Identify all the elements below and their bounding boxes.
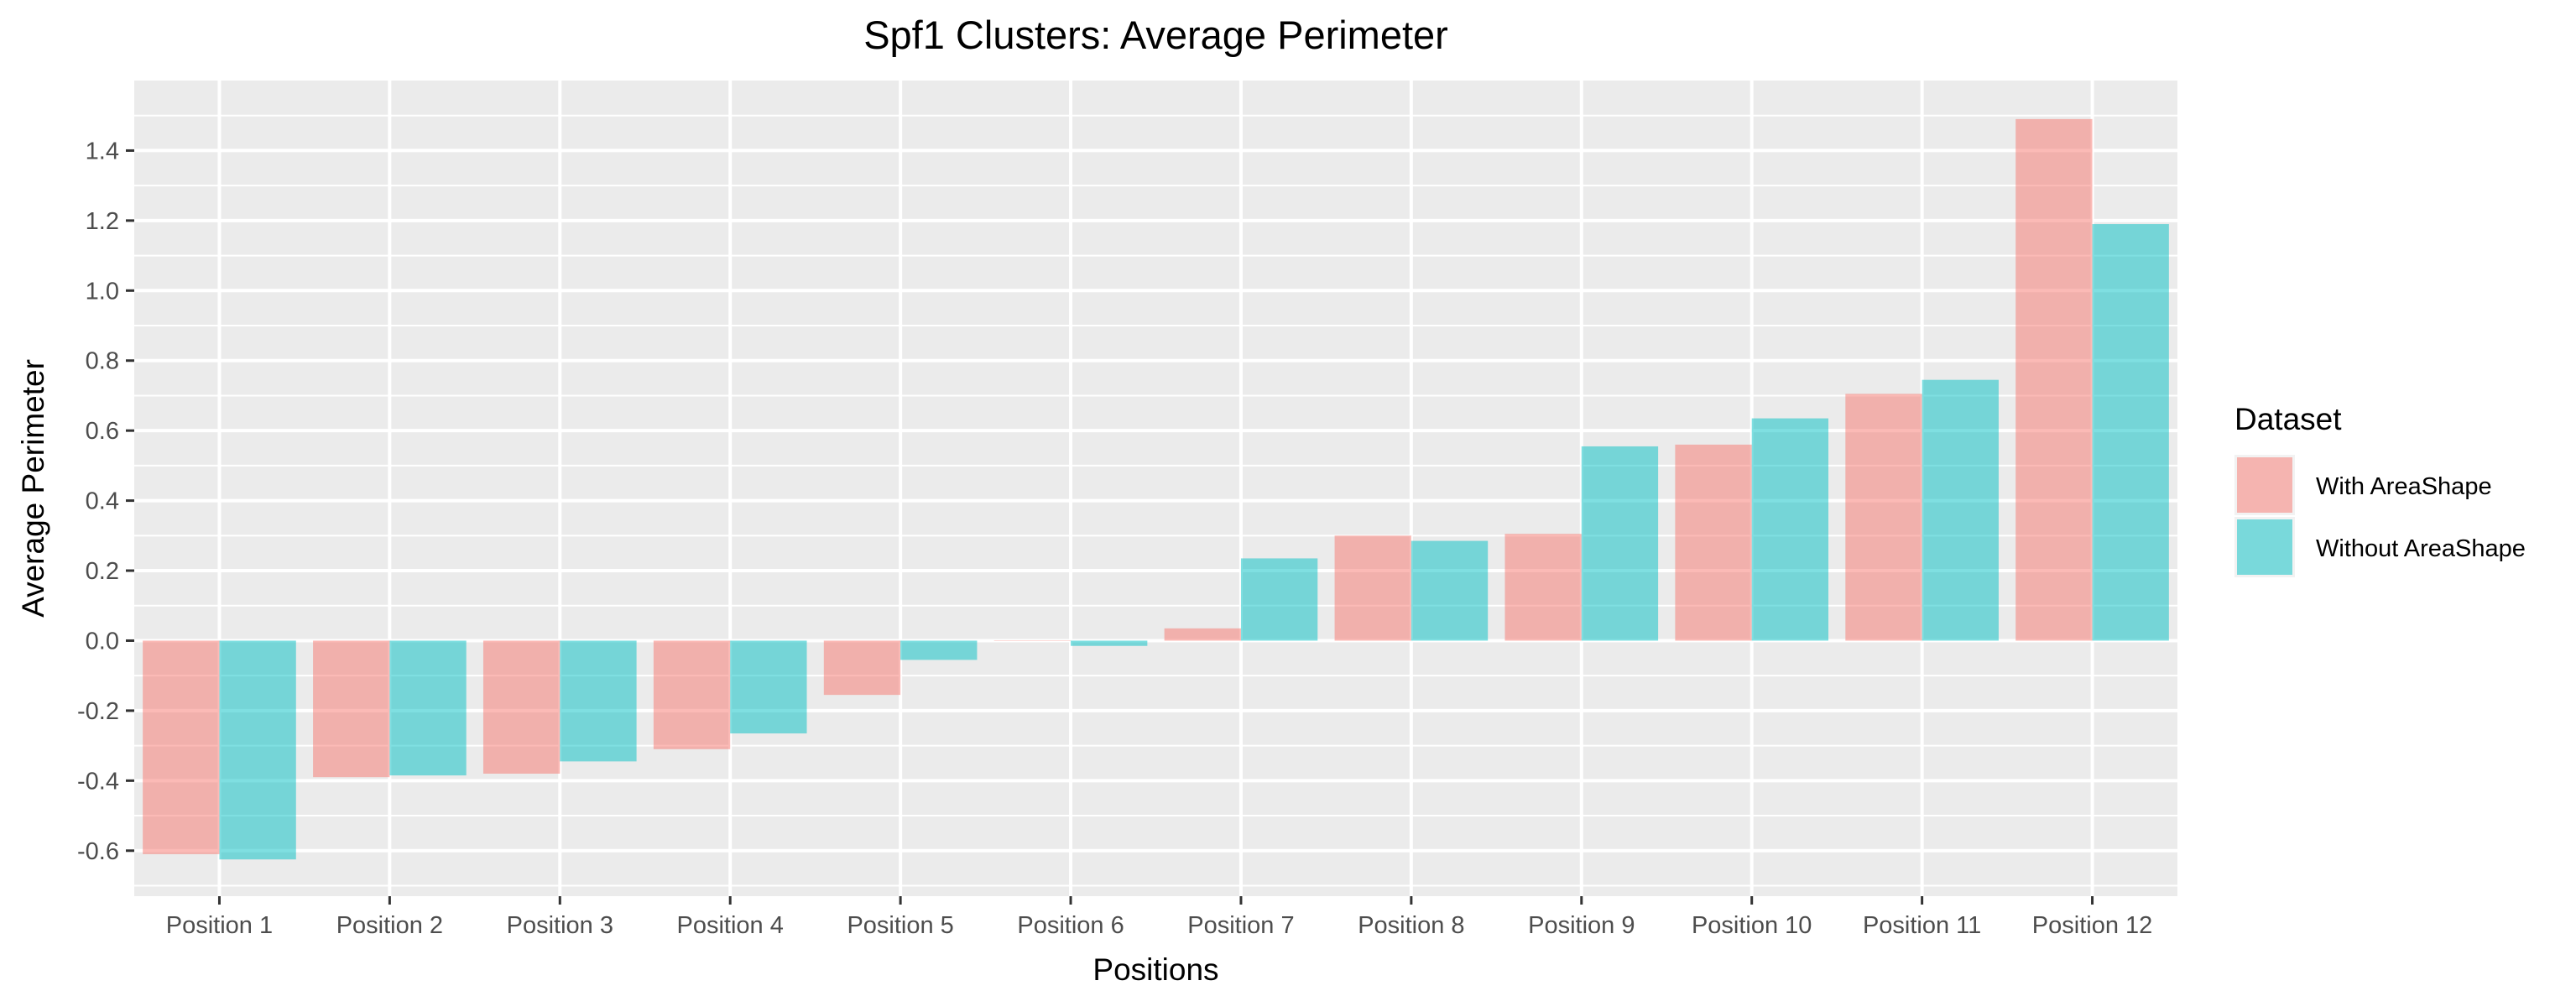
- bar-without-areashape: [730, 640, 807, 734]
- bar-with-areashape: [313, 640, 390, 778]
- bars-group: [143, 118, 2169, 860]
- bar-without-areashape: [1071, 640, 1148, 646]
- x-axis-title: Positions: [1092, 952, 1218, 987]
- x-tick-label: Position 5: [847, 912, 953, 939]
- bar-without-areashape: [900, 640, 978, 660]
- bar-without-areashape: [2092, 224, 2169, 641]
- bar-without-areashape: [1751, 418, 1829, 641]
- bar-without-areashape: [1240, 558, 1318, 641]
- y-tick-label: 0.8: [86, 348, 119, 375]
- x-tick-label: Position 9: [1528, 912, 1635, 939]
- bar-with-areashape: [823, 640, 901, 696]
- chart-title: Spf1 Clusters: Average Perimeter: [863, 13, 1448, 57]
- y-tick-label: 1.0: [86, 278, 119, 305]
- x-axis-ticks: Position 1 Position 2 Position 3 Position 4…: [166, 896, 2153, 939]
- y-tick-label: 1.2: [86, 208, 119, 235]
- x-tick-label: Position 3: [507, 912, 613, 939]
- x-tick-label: Position 8: [1358, 912, 1464, 939]
- bar-with-areashape: [653, 640, 731, 749]
- x-tick-label: Position 1: [166, 912, 273, 939]
- bar-without-areashape: [1411, 540, 1489, 641]
- legend-key-swatch: [2237, 519, 2292, 575]
- x-tick-label: Position 2: [336, 912, 443, 939]
- y-tick-label: -0.6: [77, 838, 119, 865]
- legend-item-label: Without AreaShape: [2316, 535, 2526, 562]
- y-tick-label: 0.4: [86, 488, 119, 515]
- bar-without-areashape: [1581, 446, 1659, 641]
- x-tick-label: Position 6: [1017, 912, 1124, 939]
- y-tick-label: 1.4: [86, 138, 119, 164]
- bar-with-areashape: [1845, 394, 1922, 641]
- legend-key-swatch: [2237, 457, 2292, 513]
- legend: Dataset With AreaShape Without AreaShape: [2234, 402, 2526, 577]
- x-tick-label: Position 4: [677, 912, 784, 939]
- bar-without-areashape: [1922, 379, 1999, 641]
- legend-item-label: With AreaShape: [2316, 473, 2492, 500]
- y-axis-ticks: -0.6 -0.4 -0.2 0.0 0.2 0.4 0.6 0.8 1.0 1.2 1.4: [77, 138, 134, 865]
- y-tick-label: 0.6: [86, 418, 119, 445]
- x-tick-label: Position 10: [1692, 912, 1812, 939]
- bar-with-areashape: [993, 640, 1072, 641]
- bar-without-areashape: [219, 640, 296, 860]
- y-axis-title: Average Perimeter: [16, 359, 50, 618]
- y-tick-label: -0.2: [77, 698, 119, 725]
- y-tick-label: -0.4: [77, 768, 119, 795]
- plot-panel: [134, 81, 2177, 896]
- x-tick-label: Position 11: [1863, 912, 1981, 939]
- y-tick-label: 0.0: [86, 628, 119, 655]
- bar-with-areashape: [1504, 534, 1582, 641]
- bar-with-areashape: [1675, 444, 1752, 641]
- x-tick-label: Position 7: [1187, 912, 1294, 939]
- bar-with-areashape: [2015, 118, 2093, 641]
- legend-title: Dataset: [2234, 402, 2342, 436]
- x-tick-label: Position 12: [2032, 912, 2153, 939]
- bar-with-areashape: [1334, 535, 1411, 641]
- bar-without-areashape: [389, 640, 467, 776]
- grid-minor: [134, 114, 2177, 887]
- bar-without-areashape: [560, 640, 637, 762]
- y-tick-label: 0.2: [86, 558, 119, 585]
- bar-with-areashape: [1164, 628, 1241, 641]
- bar-with-areashape: [143, 640, 220, 854]
- bar-with-areashape: [482, 640, 561, 774]
